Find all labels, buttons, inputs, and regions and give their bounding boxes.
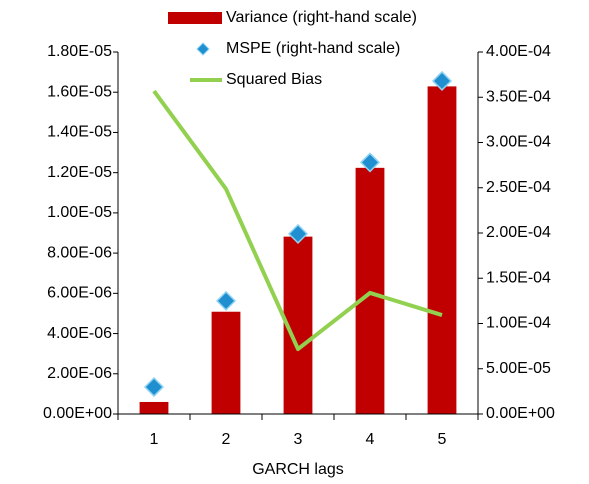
marker [431,70,453,92]
line [152,89,443,352]
legend-label: Squared Bias [226,71,322,88]
marker [359,152,381,173]
marker [143,376,165,398]
y2-tick-label: 2.00E-04 [486,224,551,241]
y-tick-label: 1.00E-05 [47,204,112,221]
y2-tick-label: 5.00E-05 [486,360,551,377]
y2-tick-label: 1.50E-04 [486,269,551,286]
bar [427,86,457,414]
y2-tick-label: 1.00E-04 [486,315,551,332]
x-axis-title: GARCH lags [252,461,344,478]
bar [211,311,241,414]
x-tick-label: 2 [222,431,231,448]
legend-label: MSPE (right-hand scale) [226,40,400,57]
y2-tick-label: 3.50E-04 [486,88,551,105]
y-tick-label: 1.20E-05 [47,164,112,181]
y2-tick-label: 4.00E-04 [486,43,551,60]
y-tick-label: 0.00E+00 [43,405,112,422]
y2-tick-label: 3.00E-04 [486,134,551,151]
x-tick-label: 1 [150,431,159,448]
y-tick-label: 1.80E-05 [47,43,112,60]
y2-tick-label: 2.50E-04 [486,179,551,196]
y2-tick-label: 0.00E+00 [486,405,555,422]
y-tick-label: 2.00E-06 [47,365,112,382]
legend-swatch [196,42,210,56]
bar [139,401,169,414]
legend-swatch [168,12,222,24]
marker [287,223,309,244]
x-tick-label: 3 [294,431,303,448]
x-tick-label: 4 [366,431,375,448]
y-tick-label: 8.00E-06 [47,244,112,261]
x-tick-label: 5 [438,431,447,448]
legend-label: Variance (right-hand scale) [226,9,417,26]
y-tick-label: 1.60E-05 [47,83,112,100]
y-tick-label: 6.00E-06 [47,285,112,302]
marker [215,290,237,311]
bar [355,167,385,414]
y-tick-label: 4.00E-06 [47,325,112,342]
y-tick-label: 1.40E-05 [47,124,112,141]
